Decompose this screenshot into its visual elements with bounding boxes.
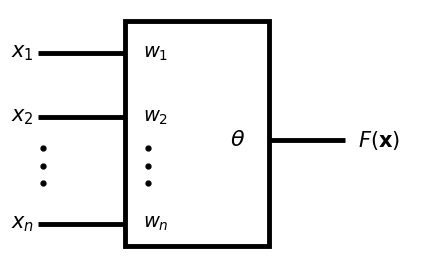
Text: $w_n$: $w_n$ — [143, 215, 169, 233]
Text: $x_n$: $x_n$ — [11, 214, 34, 234]
Text: $w_2$: $w_2$ — [143, 108, 168, 127]
Text: $\theta$: $\theta$ — [230, 129, 245, 151]
Text: $x_2$: $x_2$ — [11, 108, 34, 127]
Text: $x_1$: $x_1$ — [11, 44, 34, 63]
Text: $w_1$: $w_1$ — [143, 44, 169, 62]
Text: $F(\mathbf{x})$: $F(\mathbf{x})$ — [358, 129, 401, 152]
Bar — [125, 21, 269, 246]
